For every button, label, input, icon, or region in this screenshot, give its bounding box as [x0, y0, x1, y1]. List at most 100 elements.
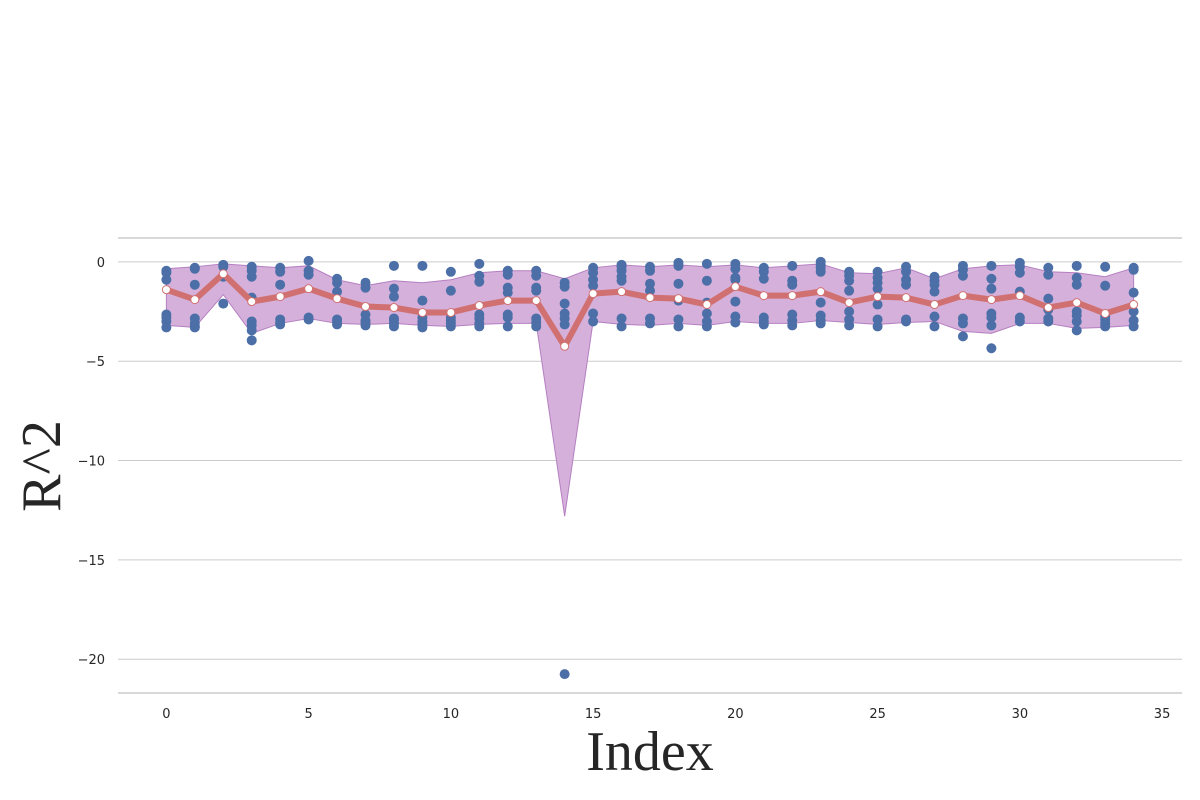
mean-marker — [361, 302, 371, 312]
data-point — [1043, 269, 1054, 280]
data-point — [559, 669, 570, 680]
mean-marker — [929, 300, 939, 310]
mean-marker — [730, 282, 740, 292]
data-point — [730, 263, 741, 274]
data-point — [559, 319, 570, 330]
data-point — [588, 316, 599, 327]
data-point — [161, 322, 172, 333]
data-point — [872, 299, 883, 310]
data-point — [445, 266, 456, 277]
data-point — [1100, 321, 1111, 332]
data-point — [1071, 325, 1082, 336]
mean-marker — [844, 298, 854, 308]
x-tick-label: 25 — [869, 707, 886, 722]
data-point — [986, 320, 997, 331]
scatter-points — [161, 255, 1139, 680]
data-point — [1043, 262, 1054, 273]
data-point — [161, 267, 172, 278]
data-point — [303, 255, 314, 266]
data-point — [388, 291, 399, 302]
data-point — [559, 298, 570, 309]
data-point — [645, 265, 655, 276]
mean-marker — [673, 294, 683, 304]
data-point — [901, 266, 912, 277]
data-point — [246, 335, 257, 346]
data-point — [901, 279, 912, 290]
data-point — [1043, 316, 1054, 327]
y-tick-label: −20 — [78, 653, 105, 668]
data-point — [844, 306, 855, 317]
data-point — [645, 318, 655, 329]
data-point — [673, 260, 684, 271]
x-tick-label: 20 — [727, 707, 744, 722]
data-point — [303, 269, 314, 280]
data-point — [1043, 293, 1054, 304]
mean-marker — [304, 284, 314, 294]
data-point — [332, 277, 343, 288]
mean-marker — [389, 303, 399, 313]
data-point — [588, 267, 599, 278]
data-point — [275, 266, 286, 277]
mean-marker — [759, 291, 769, 301]
data-point — [531, 321, 542, 332]
mean-marker — [1129, 300, 1139, 310]
x-tick-label: 0 — [162, 707, 170, 722]
data-point — [929, 311, 940, 322]
mean-marker — [161, 285, 171, 295]
y-axis-label: R^2 — [11, 420, 73, 512]
data-point — [730, 317, 741, 328]
mean-marker — [816, 287, 826, 297]
data-point — [502, 287, 513, 298]
data-point — [303, 314, 314, 325]
mean-marker — [1015, 291, 1025, 301]
mean-marker — [446, 308, 456, 318]
data-point — [901, 316, 912, 327]
data-point — [815, 297, 826, 308]
data-point — [758, 266, 769, 277]
data-point — [388, 283, 399, 294]
data-point — [787, 320, 798, 331]
data-point — [645, 285, 655, 296]
data-point — [388, 260, 399, 271]
data-point — [417, 322, 428, 333]
data-point — [360, 282, 371, 293]
data-point — [872, 321, 883, 332]
data-point — [531, 270, 542, 281]
mean-marker — [645, 293, 655, 303]
data-point — [616, 313, 627, 324]
data-point — [588, 280, 599, 291]
data-point — [844, 275, 855, 286]
data-point — [332, 286, 343, 297]
y-gridlines — [118, 261, 1182, 660]
data-point — [815, 266, 826, 277]
y-tick-label: −5 — [86, 355, 105, 370]
data-point — [616, 321, 627, 332]
data-point — [929, 286, 940, 297]
data-point — [1128, 321, 1139, 332]
data-point — [1128, 306, 1139, 317]
data-point — [474, 276, 485, 287]
data-point — [986, 312, 997, 323]
mean-marker — [417, 308, 427, 318]
data-point — [588, 308, 599, 319]
mean-series — [161, 269, 1139, 351]
data-point — [957, 331, 968, 342]
data-point — [929, 321, 940, 332]
data-point — [417, 260, 428, 271]
data-point — [1128, 287, 1139, 298]
data-point — [957, 270, 968, 281]
data-point — [815, 318, 826, 329]
mean-marker — [560, 341, 570, 351]
data-point — [986, 283, 997, 294]
mean-marker — [986, 295, 996, 305]
data-point — [787, 279, 798, 290]
data-point — [986, 343, 997, 354]
data-point — [189, 322, 200, 333]
data-point — [673, 314, 684, 325]
data-point — [388, 321, 399, 332]
data-point — [673, 321, 684, 332]
y-tick-label: −15 — [78, 554, 105, 569]
x-tick-label: 30 — [1012, 707, 1029, 722]
mean-marker — [332, 294, 342, 304]
mean-marker — [588, 289, 598, 299]
